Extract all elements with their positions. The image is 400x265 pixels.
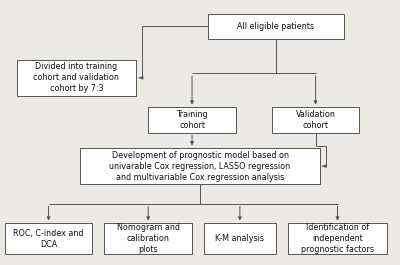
FancyBboxPatch shape — [148, 107, 236, 132]
FancyBboxPatch shape — [104, 223, 192, 254]
FancyBboxPatch shape — [204, 223, 276, 254]
Text: All eligible patients: All eligible patients — [237, 22, 314, 31]
Text: Training
cohort: Training cohort — [176, 110, 208, 130]
FancyBboxPatch shape — [272, 107, 360, 132]
FancyBboxPatch shape — [5, 223, 92, 254]
FancyBboxPatch shape — [17, 60, 136, 96]
FancyBboxPatch shape — [288, 223, 387, 254]
Text: Validation
cohort: Validation cohort — [296, 110, 336, 130]
Text: Nomogram and
calibration
plots: Nomogram and calibration plots — [117, 223, 180, 254]
FancyBboxPatch shape — [80, 148, 320, 184]
Text: Development of prognostic model based on
univarable Cox regression, LASSO regres: Development of prognostic model based on… — [110, 151, 290, 182]
Text: K-M analysis: K-M analysis — [215, 234, 264, 243]
Text: Identification of
independent
prognostic factors: Identification of independent prognostic… — [301, 223, 374, 254]
Text: Divided into training
cohort and validation
cohort by 7:3: Divided into training cohort and validat… — [34, 62, 119, 93]
FancyBboxPatch shape — [208, 14, 344, 39]
Text: ROC, C-index and
DCA: ROC, C-index and DCA — [13, 228, 84, 249]
